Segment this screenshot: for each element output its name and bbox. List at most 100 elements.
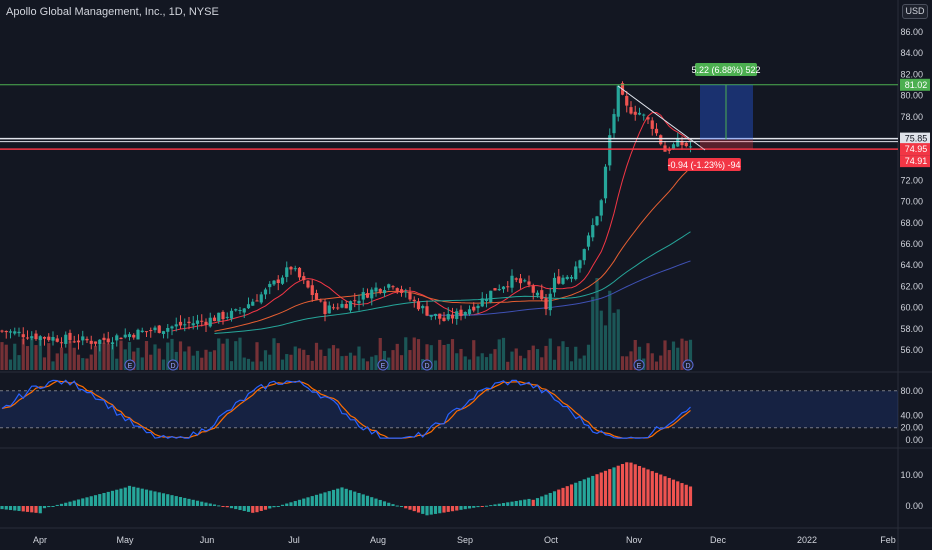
oscillator-bar [319, 493, 323, 506]
price-tick-label: 56.00 [900, 345, 923, 355]
volume-bar [8, 359, 13, 370]
candle-body [102, 337, 106, 341]
event-marker [124, 359, 136, 371]
candle-body [548, 293, 552, 311]
volume-bar [612, 312, 616, 370]
volume-bar [85, 358, 89, 370]
oscillator-bar [429, 506, 433, 515]
oscillator-bar [489, 505, 493, 507]
volume-bar [535, 349, 540, 370]
oscillator-bar [178, 497, 183, 506]
volume-bar [463, 356, 467, 370]
volume-bar [582, 355, 586, 370]
volume-bar [586, 344, 591, 370]
price-label-white: 75.85 [905, 134, 928, 144]
event-marker [167, 359, 179, 371]
candle-body [497, 289, 501, 291]
oscillator-bar [421, 506, 425, 514]
volume-bar [81, 358, 85, 370]
volume-bar [21, 338, 25, 370]
candle-body [208, 317, 212, 327]
volume-bar [676, 347, 680, 370]
oscillator-bar [106, 491, 110, 506]
candle-body [365, 293, 370, 298]
oscillator-bar [47, 506, 51, 508]
oscillator-bar [565, 486, 569, 506]
oscillator-bar [463, 506, 467, 510]
volume-bar [667, 350, 671, 370]
oscillator-bar [132, 486, 136, 506]
currency-button[interactable]: USD [902, 4, 928, 19]
candle-body [348, 301, 353, 311]
candle-body [161, 331, 166, 334]
candle-body [0, 330, 4, 332]
volume-bar [476, 356, 480, 370]
oscillator-bar [642, 467, 646, 506]
volume-bar [391, 350, 395, 370]
volume-bar [272, 338, 276, 370]
oscillator-bar [348, 490, 353, 506]
volume-bar [38, 338, 42, 370]
volume-bar [625, 356, 629, 370]
volume-bar [314, 342, 319, 370]
oscillator-bar [391, 504, 395, 506]
oscillator-bar [569, 484, 574, 506]
position-profit-badge [695, 63, 757, 76]
volume-bar [506, 361, 510, 370]
oscillator-bar [340, 487, 344, 506]
candle-body [612, 114, 616, 134]
oscillator-bar [480, 506, 484, 507]
volume-bar [123, 349, 127, 370]
position-profit-text: 5.22 (6.88%) 522 [691, 65, 760, 75]
candle-body [659, 135, 663, 145]
oscillator-bar [204, 502, 208, 506]
oscillator-bar [578, 481, 582, 506]
oscillator-bar [370, 497, 374, 506]
oscillator-bar [633, 464, 637, 506]
candle-body [81, 336, 85, 341]
oscillator-bar [221, 506, 225, 507]
oscillator-bar [506, 502, 510, 506]
oscillator-bar [450, 506, 455, 512]
oscillator-bar [501, 503, 506, 506]
time-axis-label: Jul [288, 535, 300, 545]
price-tick-label: 58.00 [900, 324, 923, 334]
oscillator-bar [234, 506, 238, 510]
volume-bar [127, 342, 132, 370]
candle-body [170, 326, 174, 329]
oscillator-bar [144, 489, 149, 506]
candle-body [450, 314, 455, 319]
candle-body [85, 338, 89, 341]
price-tick-label: 66.00 [900, 239, 923, 249]
candle-body [174, 324, 178, 327]
oscillator-bar [293, 501, 297, 506]
candle-body [676, 138, 680, 147]
candle-body [472, 306, 476, 311]
volume-bar [599, 310, 603, 370]
volume-bar [208, 351, 212, 370]
oscillator-bar [136, 487, 140, 506]
stoch-band [0, 390, 898, 428]
candle-body [89, 340, 93, 344]
volume-bar [170, 338, 174, 370]
oscillator-bar [55, 504, 59, 506]
candle-body [55, 338, 59, 342]
volume-bar [225, 338, 229, 370]
volume-bar [348, 352, 353, 370]
oscillator-bar [395, 505, 399, 507]
candle-body [501, 286, 506, 290]
price-tick-label: 62.00 [900, 281, 923, 291]
oscillator-bar [64, 502, 68, 506]
candle-body [153, 327, 157, 331]
volume-bar [654, 361, 659, 370]
candle-body [361, 292, 365, 300]
oscillator-bar [552, 491, 557, 506]
volume-bar [242, 357, 246, 370]
candle-body [416, 301, 421, 310]
volume-bar [629, 351, 633, 370]
oscillator-bar [30, 506, 34, 513]
volume-bar [289, 354, 293, 370]
volume-bar [446, 343, 450, 370]
oscillator-bar [327, 491, 331, 506]
